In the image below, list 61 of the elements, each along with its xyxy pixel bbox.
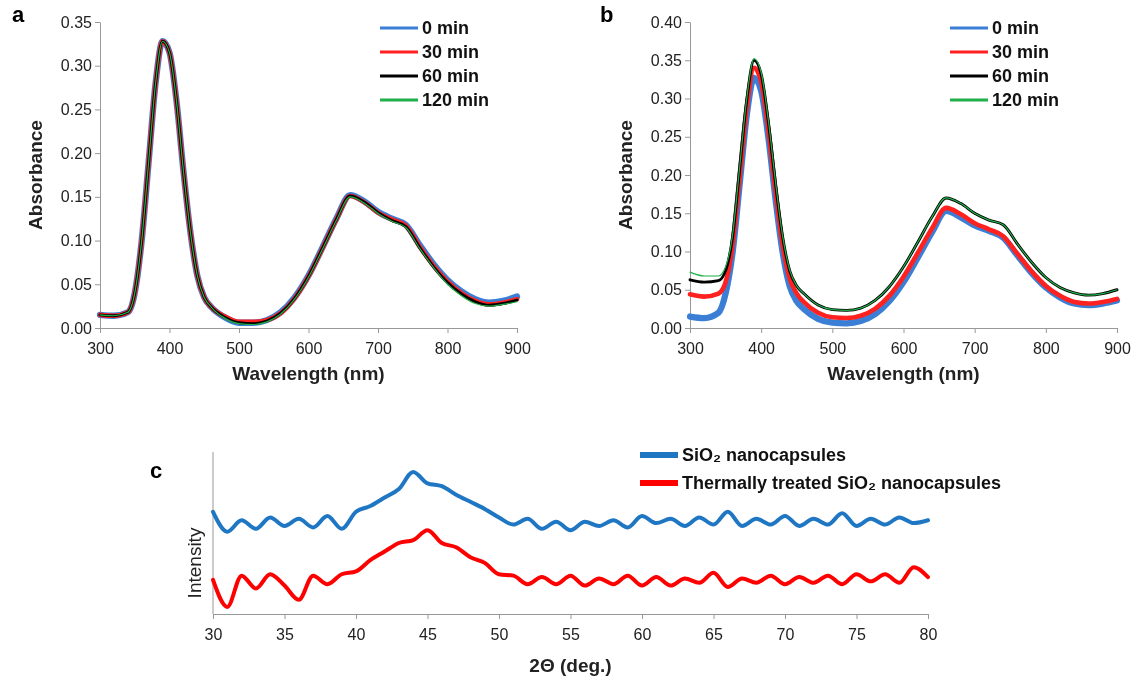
x-tick-label: 80 [919,625,938,643]
legend-label: 60 min [422,66,480,86]
legend-label: Thermally treated SiO₂ nanocapsules [682,473,1002,493]
x-tick-label: 900 [1104,339,1131,357]
legend-label: 120 min [422,90,490,110]
x-tick-label: 300 [87,339,114,357]
y-tick-label: 0.15 [650,204,683,222]
y-tick-label: 0.00 [60,319,93,337]
chart-title: c [150,458,163,483]
x-tick-label: 700 [961,339,989,357]
x-tick-label: 75 [848,625,866,643]
y-tick-label: 0.25 [650,128,683,146]
x-tick-label: 35 [276,625,294,643]
x-axis-title: Wavelength (nm) [827,363,980,384]
y-axis-title: Absorbance [615,120,636,230]
x-tick-label: 60 [633,625,652,643]
legend-label: 120 min [992,90,1060,110]
y-axis-title: Intensity [184,527,205,599]
legend-label: 60 min [992,66,1050,86]
legend-label: 30 min [422,42,480,62]
x-tick-label: 800 [1032,339,1060,357]
y-tick-label: 0.20 [60,144,93,162]
x-tick-label: 30 [204,625,223,643]
x-tick-label: 300 [677,339,704,357]
x-tick-label: 500 [226,339,253,357]
y-tick-label: 0.30 [650,90,683,108]
y-tick-label: 0.05 [60,275,93,293]
y-tick-label: 0.40 [650,13,683,31]
x-tick-label: 600 [890,339,918,357]
x-tick-label: 55 [562,625,580,643]
y-tick-label: 0.30 [60,57,93,75]
x-tick-label: 800 [434,339,462,357]
y-axis-title: Absorbance [25,120,46,230]
x-axis-title: 2Θ (deg.) [529,655,612,676]
x-tick-label: 40 [347,625,366,643]
x-tick-label: 50 [490,625,509,643]
legend-label: SiO₂ nanocapsules [682,445,847,465]
y-tick-label: 0.05 [650,281,683,299]
y-tick-label: 0.20 [650,166,683,184]
y-tick-label: 0.35 [60,13,93,31]
x-tick-label: 900 [504,339,531,357]
x-axis-title: Wavelength (nm) [232,363,385,384]
y-tick-label: 0.15 [60,188,93,206]
chart-title: b [600,2,614,27]
chart-title: a [12,2,25,27]
x-tick-label: 65 [705,625,723,643]
legend-label: 0 min [992,18,1040,38]
x-tick-label: 45 [419,625,437,643]
x-tick-label: 600 [295,339,323,357]
x-tick-label: 400 [748,339,776,357]
y-tick-label: 0.10 [60,232,93,250]
y-tick-label: 0.35 [650,51,683,69]
y-tick-label: 0.10 [650,243,683,261]
x-tick-label: 400 [156,339,184,357]
y-tick-label: 0.25 [60,101,93,119]
x-tick-label: 70 [776,625,795,643]
x-tick-label: 500 [819,339,847,357]
y-tick-label: 0.00 [650,319,683,337]
legend-label: 0 min [422,18,470,38]
legend-label: 30 min [992,42,1050,62]
x-tick-label: 700 [365,339,392,357]
